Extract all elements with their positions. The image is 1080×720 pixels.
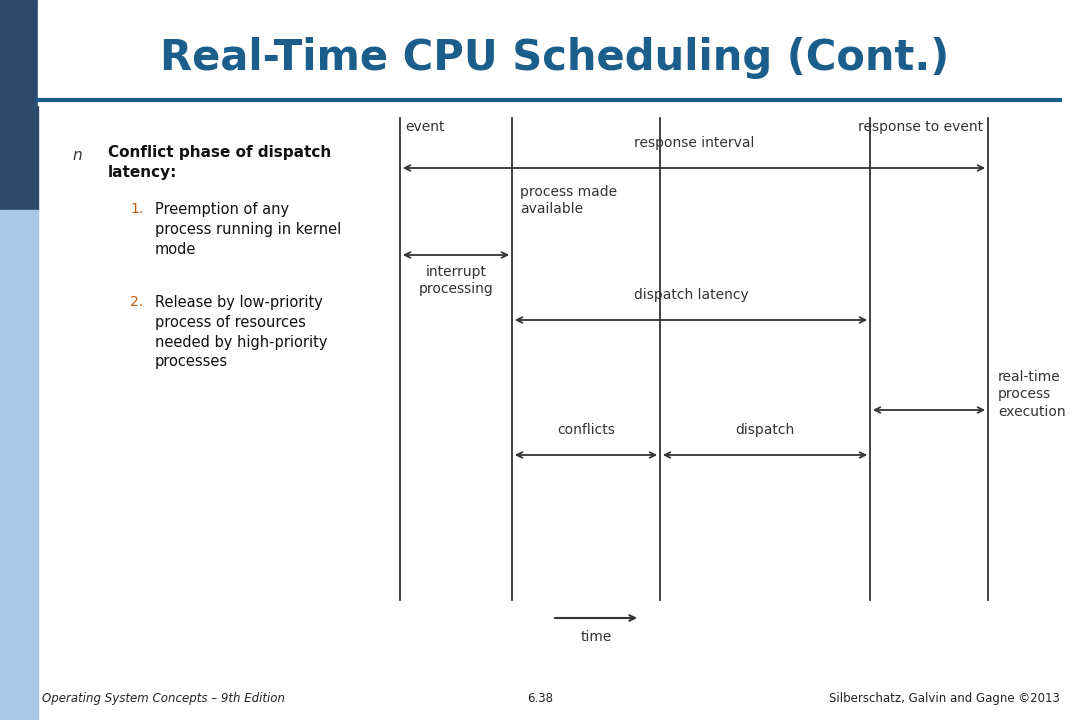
Text: Silberschatz, Galvin and Gagne ©2013: Silberschatz, Galvin and Gagne ©2013 <box>829 692 1059 705</box>
Text: real-time
process
execution: real-time process execution <box>998 370 1066 418</box>
Text: dispatch latency: dispatch latency <box>634 288 748 302</box>
Text: Preemption of any
process running in kernel
mode: Preemption of any process running in ker… <box>156 202 341 256</box>
Text: event: event <box>405 120 445 134</box>
Bar <box>38 0 1080 105</box>
Text: 6.38: 6.38 <box>527 692 553 705</box>
Text: conflicts: conflicts <box>557 423 615 437</box>
Text: 2.: 2. <box>130 295 144 309</box>
Text: response to event: response to event <box>858 120 983 134</box>
Text: response interval: response interval <box>634 136 754 150</box>
Text: dispatch: dispatch <box>735 423 795 437</box>
Text: 1.: 1. <box>130 202 144 216</box>
Text: process made
available: process made available <box>519 185 617 216</box>
Text: n: n <box>72 148 82 163</box>
Text: time: time <box>580 630 611 644</box>
Text: interrupt
processing: interrupt processing <box>419 265 494 297</box>
Text: Real-Time CPU Scheduling (Cont.): Real-Time CPU Scheduling (Cont.) <box>160 37 949 79</box>
Text: Release by low-priority
process of resources
needed by high-priority
processes: Release by low-priority process of resou… <box>156 295 327 369</box>
Bar <box>0 0 38 210</box>
Bar <box>0 210 38 720</box>
Text: Conflict phase of dispatch
latency:: Conflict phase of dispatch latency: <box>108 145 332 180</box>
Text: Operating System Concepts – 9th Edition: Operating System Concepts – 9th Edition <box>42 692 285 705</box>
